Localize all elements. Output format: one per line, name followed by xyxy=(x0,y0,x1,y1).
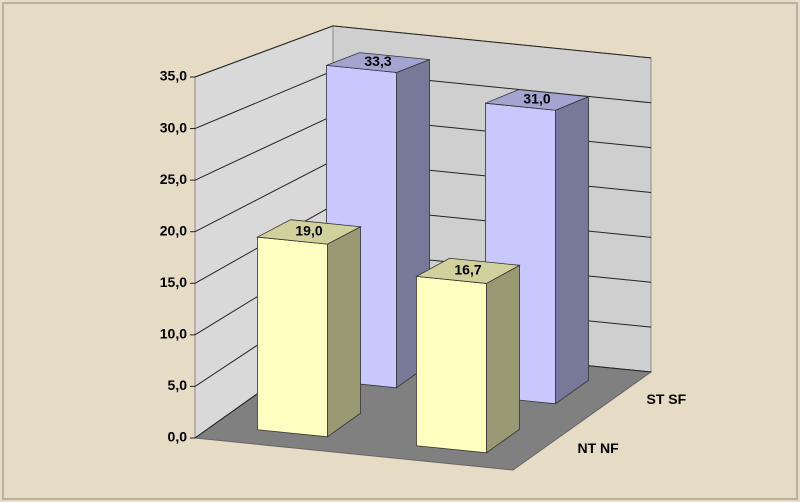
y-tick-label: 0,0 xyxy=(168,429,188,445)
series-label: ST SF xyxy=(647,391,687,407)
grid-line xyxy=(194,25,652,78)
y-tick-label: 35,0 xyxy=(160,68,187,84)
value-label: 19,0 xyxy=(295,223,322,239)
y-tick-label: 10,0 xyxy=(160,326,187,342)
bar-side xyxy=(555,96,589,405)
y-tick-label: 15,0 xyxy=(160,274,187,290)
y-tick-label: 20,0 xyxy=(160,222,187,238)
bar-top xyxy=(485,89,589,111)
bar-top xyxy=(415,257,521,284)
value-label: 16,7 xyxy=(454,262,481,278)
value-label: 33,3 xyxy=(364,53,391,69)
bar-top xyxy=(256,219,362,245)
y-tick-label: 30,0 xyxy=(160,119,187,135)
value-label: 31,0 xyxy=(523,91,550,107)
bar-top xyxy=(326,52,430,73)
y-tick-label: 25,0 xyxy=(160,171,187,187)
y-tick-label: 5,0 xyxy=(168,377,188,393)
bar-front xyxy=(257,236,328,438)
bar-front xyxy=(416,275,487,454)
bar-side xyxy=(486,264,520,454)
series-label: NT NF xyxy=(578,440,620,456)
bar-side xyxy=(327,226,361,438)
